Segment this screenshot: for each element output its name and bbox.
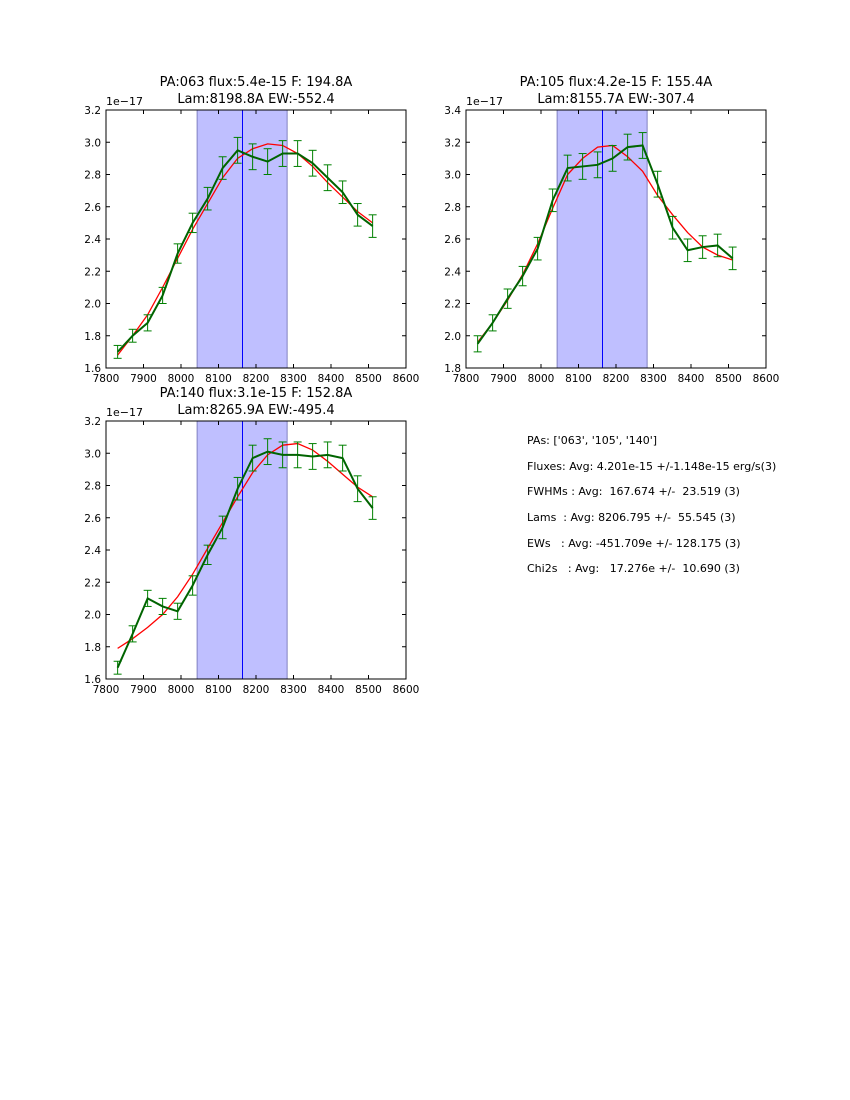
- chart-title: PA:063 flux:5.4e-15 F: 194.8A: [160, 75, 353, 90]
- y-tick-label: 3.2: [84, 105, 101, 117]
- y-tick-label: 2.6: [444, 234, 461, 246]
- stats-ews: EWs : Avg: -451.709e +/- 128.175 (3): [527, 536, 741, 550]
- x-tick-label: 8100: [205, 684, 232, 696]
- chart-title: PA:140 flux:3.1e-15 F: 152.8A: [160, 386, 353, 401]
- x-tick-label: 8100: [565, 373, 592, 385]
- y-tick-label: 3.2: [84, 416, 101, 428]
- y-tick-label: 2.8: [444, 202, 461, 214]
- y-tick-label: 3.0: [444, 170, 461, 182]
- x-tick-label: 7800: [93, 684, 120, 696]
- y-tick-label: 1.6: [84, 674, 101, 686]
- x-tick-label: 8400: [318, 684, 345, 696]
- x-tick-label: 8200: [243, 684, 270, 696]
- y-tick-label: 2.6: [84, 513, 101, 525]
- y-tick-label: 2.2: [84, 577, 101, 589]
- y-tick-label: 1.8: [84, 331, 101, 343]
- chart-panel-1: PA:063 flux:5.4e-15 F: 194.8A Lam:8198.8A…: [84, 75, 419, 385]
- x-tick-label: 7800: [93, 373, 120, 385]
- chart-subtitle: Lam:8155.7A EW:-307.4: [537, 92, 694, 107]
- x-tick-label: 8100: [205, 373, 232, 385]
- x-tick-label: 7900: [490, 373, 517, 385]
- y-tick-label: 2.0: [84, 610, 101, 622]
- x-tick-label: 8200: [243, 373, 270, 385]
- x-tick-label: 8000: [168, 373, 195, 385]
- x-tick-label: 7800: [453, 373, 480, 385]
- x-tick-label: 8400: [318, 373, 345, 385]
- y-tick-label: 1.8: [84, 642, 101, 654]
- x-tick-label: 8400: [678, 373, 705, 385]
- y-offset-label: 1e−17: [106, 406, 143, 419]
- y-tick-label: 2.8: [84, 170, 101, 182]
- y-tick-label: 2.2: [84, 266, 101, 278]
- y-tick-label: 3.0: [84, 137, 101, 149]
- x-tick-label: 8600: [393, 684, 420, 696]
- y-tick-label: 2.4: [84, 234, 101, 246]
- y-tick-label: 2.6: [84, 202, 101, 214]
- x-tick-label: 8600: [393, 373, 420, 385]
- stats-chi2s: Chi2s : Avg: 17.276e +/- 10.690 (3): [527, 562, 740, 576]
- y-tick-label: 3.4: [444, 105, 461, 117]
- summary-stats: PAs: ['063', '105', '140'] Fluxes: Avg: …: [527, 434, 776, 588]
- y-offset-label: 1e−17: [466, 95, 503, 108]
- x-tick-label: 8300: [280, 684, 307, 696]
- stats-fwhms: FWHMs : Avg: 167.674 +/- 23.519 (3): [527, 485, 740, 499]
- x-tick-label: 8000: [528, 373, 555, 385]
- model-line: [117, 442, 373, 649]
- y-tick-label: 3.0: [84, 448, 101, 460]
- y-tick-label: 1.8: [444, 363, 461, 375]
- y-tick-label: 2.4: [444, 266, 461, 278]
- y-tick-label: 2.2: [444, 299, 461, 311]
- chart-title: PA:105 flux:4.2e-15 F: 155.4A: [520, 75, 713, 90]
- data-line: [476, 144, 734, 345]
- x-tick-label: 8500: [355, 684, 382, 696]
- y-tick-label: 3.2: [444, 137, 461, 149]
- x-tick-label: 8500: [715, 373, 742, 385]
- chart-panel-2: PA:105 flux:4.2e-15 F: 155.4A Lam:8155.7A…: [444, 75, 779, 385]
- stats-lams: Lams : Avg: 8206.795 +/- 55.545 (3): [527, 511, 736, 525]
- x-tick-label: 7900: [130, 373, 157, 385]
- chart-panel-3: PA:140 flux:3.1e-15 F: 152.8A Lam:8265.9A…: [84, 386, 419, 696]
- x-tick-label: 8300: [280, 373, 307, 385]
- chart-subtitle: Lam:8265.9A EW:-495.4: [177, 403, 334, 418]
- x-tick-label: 8000: [168, 684, 195, 696]
- data-line: [116, 149, 374, 353]
- data-line: [116, 450, 374, 669]
- y-tick-label: 2.0: [444, 331, 461, 343]
- chart-subtitle: Lam:8198.8A EW:-552.4: [177, 92, 334, 107]
- y-tick-label: 2.8: [84, 481, 101, 493]
- y-tick-label: 2.0: [84, 299, 101, 311]
- x-tick-label: 8600: [753, 373, 780, 385]
- x-tick-label: 8500: [355, 373, 382, 385]
- x-tick-label: 8200: [603, 373, 630, 385]
- x-tick-label: 7900: [130, 684, 157, 696]
- x-tick-label: 8300: [640, 373, 667, 385]
- stats-fluxes: Fluxes: Avg: 4.201e-15 +/-1.148e-15 erg/…: [527, 459, 777, 473]
- y-offset-label: 1e−17: [106, 95, 143, 108]
- stats-pas: PAs: ['063', '105', '140']: [527, 434, 658, 447]
- y-tick-label: 1.6: [84, 363, 101, 375]
- y-tick-label: 2.4: [84, 545, 101, 557]
